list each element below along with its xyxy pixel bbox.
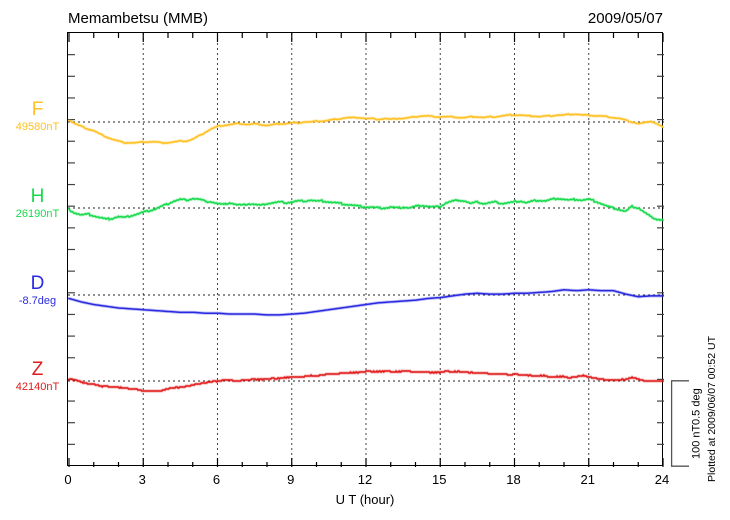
scale-bar-line1: 100 nT (690, 424, 703, 459)
station-title: Memambetsu (MMB) (68, 10, 209, 27)
x-tick-label-21: 21 (580, 472, 595, 487)
observation-date: 2009/05/07 (587, 10, 663, 27)
plot-frame (67, 32, 664, 467)
x-tick-label-3: 3 (138, 472, 146, 487)
component-value-Z: 42140nT (15, 381, 60, 393)
component-letter-D: D (30, 273, 45, 294)
component-letter-H: H (30, 186, 45, 207)
component-letter-Z: Z (31, 359, 44, 380)
x-tick-label-6: 6 (212, 472, 221, 487)
x-tick-label-18: 18 (506, 472, 521, 487)
x-tick-label-24: 24 (654, 472, 670, 487)
trace-D (68, 289, 664, 316)
trace-H (68, 197, 664, 221)
trace-F (68, 113, 664, 145)
x-axis-title: U T (hour) (335, 492, 395, 507)
component-label-D: D -8.7deg (10, 274, 65, 307)
component-value-F: 49580nT (15, 121, 60, 133)
trace-Z (68, 370, 664, 392)
component-letter-F: F (31, 99, 44, 120)
component-value-H: 26190nT (15, 208, 60, 220)
component-label-H: H 26190nT (10, 187, 65, 220)
scale-bar (668, 380, 690, 467)
plot-gridlines (68, 33, 664, 467)
x-tick-label-15: 15 (432, 472, 447, 487)
plotted-at-timestamp: Plotted at 2009/06/07 00:52 UT (706, 336, 718, 482)
trace-halo-H (68, 196, 664, 222)
x-tick-label-9: 9 (287, 472, 295, 487)
x-tick-label-0: 0 (64, 472, 72, 487)
component-label-Z: Z 42140nT (10, 360, 65, 393)
trace-halo-Z (68, 369, 664, 393)
component-label-F: F 49580nT (10, 100, 65, 133)
x-tick-label-12: 12 (357, 472, 373, 487)
magnetogram-traces (68, 112, 664, 393)
component-value-D: -8.7deg (18, 295, 57, 307)
scale-bar-line2: 0.5 deg (690, 388, 703, 425)
